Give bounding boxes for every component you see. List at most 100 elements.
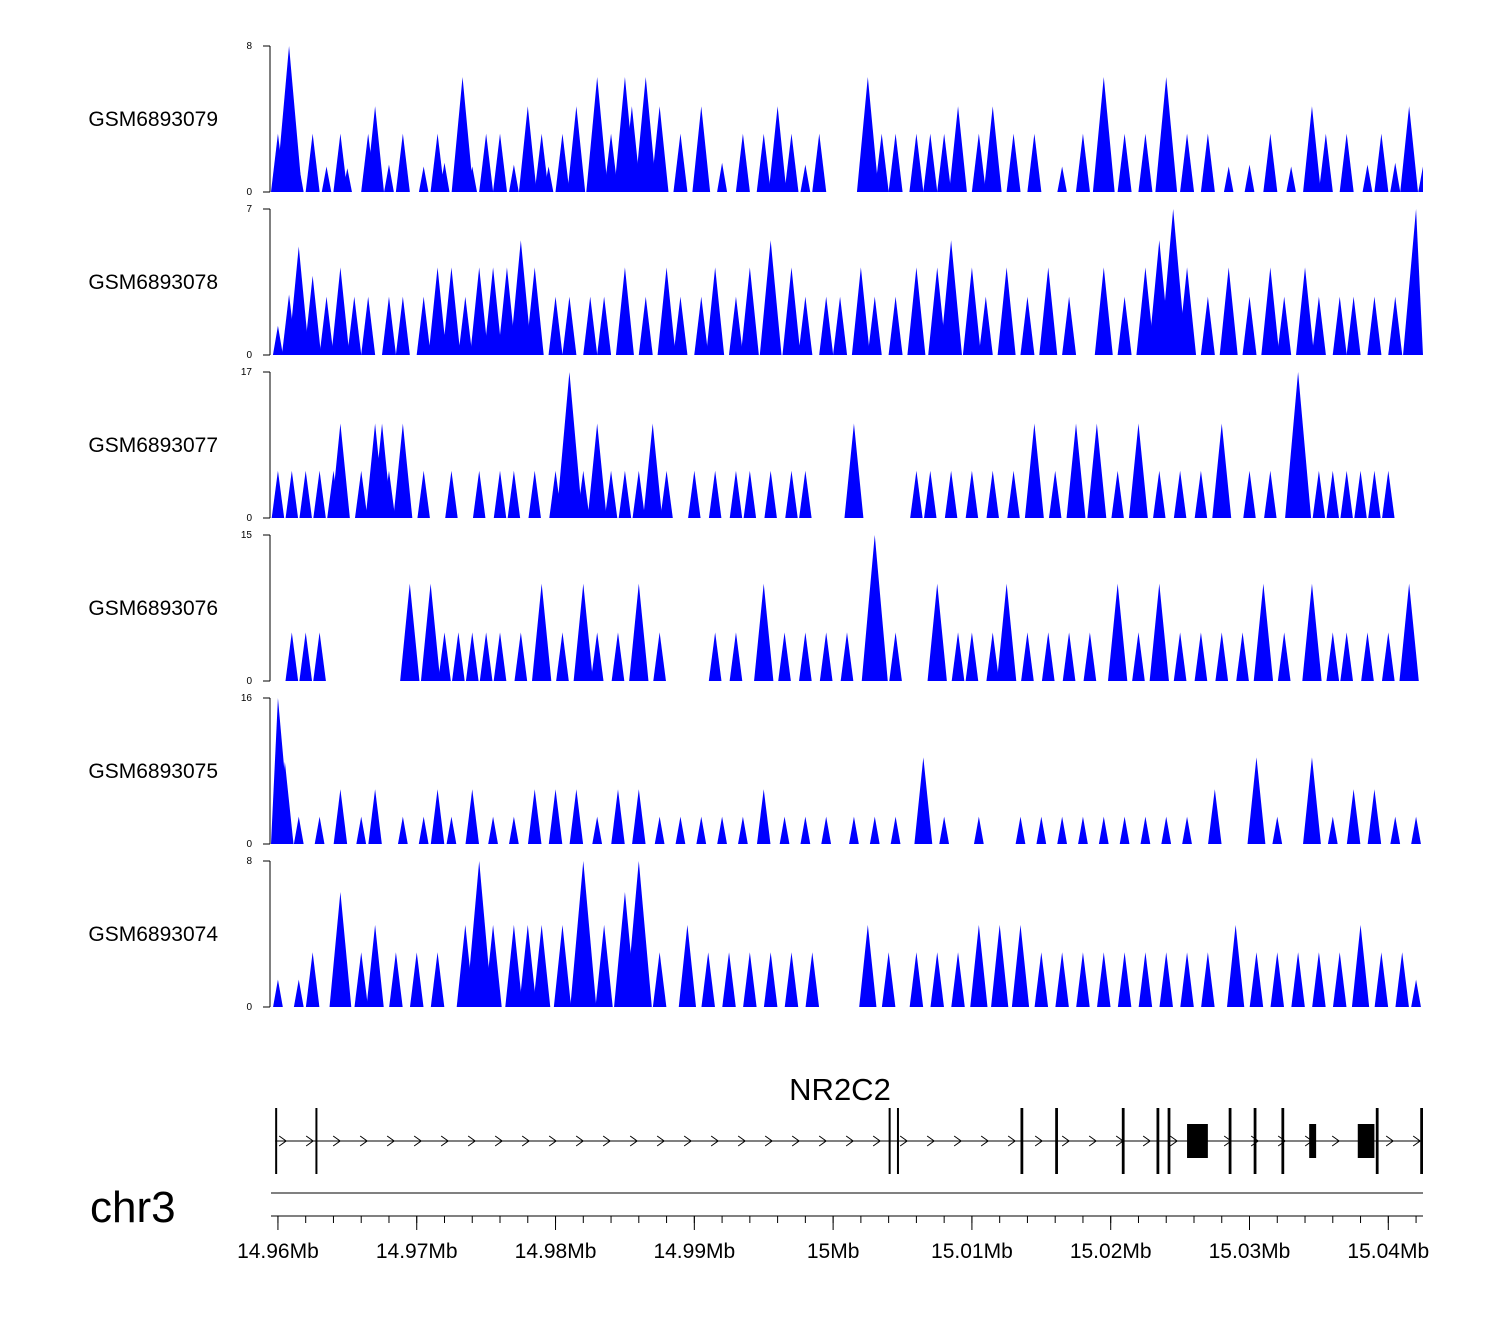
coverage-peak — [1411, 816, 1421, 844]
coverage-peak — [416, 296, 431, 355]
coverage-peak — [779, 816, 790, 844]
coverage-peak — [505, 924, 523, 1007]
coverage-peak — [819, 296, 834, 355]
coverage-peak — [1076, 952, 1090, 1007]
coverage-peak — [321, 166, 332, 192]
coverage-peak — [782, 267, 801, 355]
track-label: GSM6893076 — [88, 597, 218, 620]
coverage-peak — [430, 789, 445, 844]
coverage-peak — [1390, 162, 1401, 192]
coverage-peak — [1048, 470, 1062, 518]
coverage-peak — [1303, 106, 1321, 192]
coverage-peak — [556, 372, 583, 518]
track-GSM6893076: GSM6893076 15 0 — [88, 530, 1419, 687]
exon — [1055, 1108, 1058, 1174]
genome-axis: chr3 14.96Mb 14.97Mb 14.98Mb 14.99Mb 15Mb 15.… — [90, 1183, 1429, 1263]
coverage-peak — [1083, 632, 1097, 681]
coverage-peak — [756, 133, 771, 192]
coverage-peak — [562, 296, 577, 355]
y-min-label: 0 — [246, 350, 252, 361]
coverage-peak — [696, 816, 707, 844]
strand-arrow — [575, 1135, 585, 1147]
coverage-peak — [629, 583, 649, 681]
coverage-peak — [507, 470, 521, 518]
coverage-peak — [694, 296, 709, 355]
coverage-peak — [971, 133, 986, 192]
coverage-peak — [1117, 133, 1132, 192]
strand-arrow — [1034, 1135, 1044, 1147]
track-GSM6893075: GSM6893075 16 0 — [88, 693, 1421, 850]
coverage-peak — [420, 583, 441, 681]
coverage-peak — [595, 924, 613, 1007]
coverage-peak — [722, 952, 736, 1007]
coverage-peak — [784, 952, 799, 1007]
coverage-peak — [466, 861, 493, 1007]
strand-arrow — [386, 1135, 396, 1147]
coverage-peak — [1062, 632, 1076, 681]
coverage-peak — [1272, 816, 1283, 844]
coverage-peak — [1136, 267, 1155, 355]
strand-arrow — [791, 1135, 801, 1147]
coverage-peak — [1011, 924, 1030, 1007]
coverage-peak — [800, 816, 811, 844]
coverage-peak — [1236, 632, 1249, 681]
coverage-peak — [293, 979, 304, 1007]
coverage-peak — [467, 166, 478, 192]
coverage-peak — [1263, 133, 1278, 192]
coverage-peak — [1180, 952, 1194, 1007]
coverage-peak — [962, 267, 981, 355]
coverage-peak — [743, 470, 757, 518]
coverage-peak — [1094, 267, 1113, 355]
coverage-peak — [937, 133, 952, 192]
strand-arrow — [332, 1135, 342, 1147]
coverage-peak — [1351, 924, 1370, 1007]
coverage-peak — [451, 77, 474, 192]
track-label: GSM6893077 — [88, 434, 218, 457]
coverage-peak — [799, 632, 812, 681]
coverage-peak — [604, 470, 618, 518]
coverage-peak — [1078, 816, 1088, 844]
coverage-peak — [1098, 816, 1109, 844]
coverage-peak — [1388, 296, 1403, 355]
coverage-peak — [567, 106, 586, 192]
coverage-peak — [428, 267, 447, 355]
coverage-peak — [366, 106, 384, 192]
chromosome-label: chr3 — [90, 1183, 176, 1232]
coverage-peak — [1243, 470, 1256, 518]
coverage-peak — [678, 924, 697, 1007]
strand-arrow — [359, 1135, 369, 1147]
exon — [888, 1108, 891, 1174]
coverage-peak — [458, 296, 473, 355]
coverage-peak — [1215, 632, 1229, 681]
coverage-peak — [497, 267, 516, 355]
axis-tick-label: 15.01Mb — [931, 1240, 1013, 1263]
coverage-peak — [556, 632, 569, 681]
coverage-peak — [986, 632, 1000, 681]
track-label: GSM6893079 — [88, 108, 218, 131]
coverage-peak — [1117, 296, 1132, 355]
coverage-peak — [840, 632, 854, 681]
strand-arrow — [440, 1135, 450, 1147]
coverage-peak — [949, 106, 967, 192]
coverage-peak — [611, 789, 625, 844]
coverage-peak — [1277, 296, 1292, 355]
coverage-peak — [1332, 296, 1347, 355]
coverage-peak — [382, 470, 396, 518]
coverage-peak — [333, 789, 348, 844]
coverage-peak — [759, 240, 782, 355]
coverage-peak — [1194, 632, 1208, 681]
coverage-peak — [1382, 470, 1395, 518]
coverage-peak — [319, 296, 334, 355]
coverage-peak — [888, 133, 903, 192]
gene-label: NR2C2 — [789, 1072, 891, 1107]
coverage-peak — [347, 296, 362, 355]
coverage-peak — [418, 166, 429, 192]
y-min-label: 0 — [246, 1002, 252, 1013]
coverage-peak — [784, 133, 799, 192]
coverage-peak — [430, 133, 445, 192]
coverage-peak — [1138, 133, 1153, 192]
track-GSM6893077: GSM6893077 17 0 — [88, 367, 1395, 524]
coverage-peak — [924, 470, 937, 518]
exon — [1228, 1108, 1232, 1174]
